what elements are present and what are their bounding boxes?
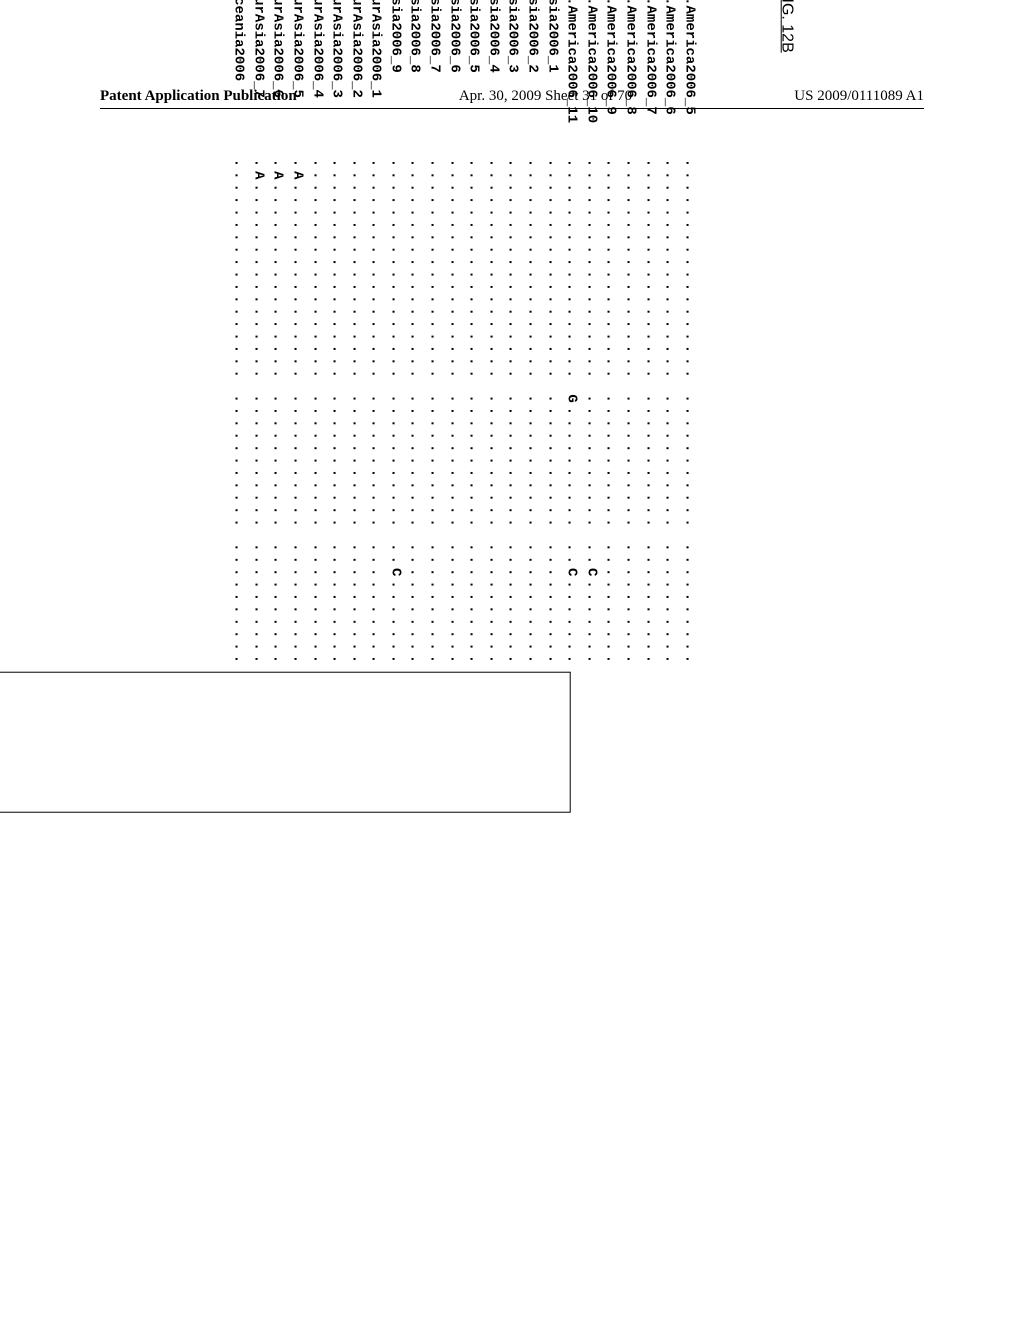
sequence-data: .................. ........... .........… <box>522 159 542 667</box>
sequence-label: Asia2006_1 <box>542 0 562 159</box>
sequence-label: S.America2006_7 <box>640 0 660 159</box>
alignment-row: EurAsia2006_1.................. ........… <box>365 0 385 969</box>
sequence-data: .................. ........... .........… <box>405 159 425 667</box>
figure-label-prefix: FIG. <box>779 0 796 20</box>
alignment-row: S.America2006_7.................. ......… <box>640 0 660 969</box>
alignment-row: Asia2006_2.................. ...........… <box>522 0 542 969</box>
alignment-row: S.America2006_10.................. .....… <box>581 0 601 969</box>
sequence-label: Asia2006_3 <box>503 0 523 159</box>
sequence-label: EurAsia2006_4 <box>307 0 327 159</box>
sequence-data: .................. ........... .........… <box>542 159 562 667</box>
sequence-data: .................. ........... .........… <box>601 159 621 667</box>
figure-content: FIG. 12B S.America2006_5................… <box>228 0 795 969</box>
sequence-label: EurAsia2006_1 <box>365 0 385 159</box>
alignment-row: S.America2006_9.................. ......… <box>601 0 621 969</box>
alignment-row: Asia2006_9.................. ...........… <box>385 0 405 969</box>
sequence-label: S.America2006_8 <box>620 0 640 159</box>
alignment-row: EurAsia2006_3.................. ........… <box>326 0 346 969</box>
sequence-label: S.America2006_10 <box>581 0 601 159</box>
alignment-row: EurAsia2006_4.................. ........… <box>307 0 327 969</box>
sequence-data: .................. ........... .........… <box>659 159 679 667</box>
sequence-data: .................. ........... .........… <box>326 159 346 667</box>
alignment-row: Oceania2006.................. ..........… <box>228 0 248 969</box>
alignment-row: Asia2006_1.................. ...........… <box>542 0 562 969</box>
sequence-data: .................. ........... .........… <box>228 159 248 667</box>
sequence-label: Asia2006_7 <box>424 0 444 159</box>
sequence-label: S.America2006_11 <box>561 0 581 159</box>
sequence-data: .................. ........... .........… <box>365 159 385 667</box>
sequence-data: .................. ........... .........… <box>679 159 699 667</box>
alignment-row: S.America2006_5.................. ......… <box>679 0 699 969</box>
alignment-row: Asia2006_4.................. ...........… <box>483 0 503 969</box>
sequence-data: .................. ........... ..C......… <box>581 159 601 667</box>
sequence-data: .A................ ........... .........… <box>248 159 268 667</box>
alignment-row: Asia2006_8.................. ...........… <box>405 0 425 969</box>
sequence-label: EurAsia2006_5 <box>287 0 307 159</box>
sequence-label: EurAsia2006_2 <box>346 0 366 159</box>
figure-label-number: 12B <box>779 20 796 53</box>
sequence-label: Asia2006_2 <box>522 0 542 159</box>
sequence-data: .................. ........... .........… <box>503 159 523 667</box>
sequence-label: Asia2006_8 <box>405 0 425 159</box>
sequence-data: .................. ........... .........… <box>463 159 483 667</box>
sequence-data: .................. ........... .........… <box>444 159 464 667</box>
alignment-row: S.America2006_11.................. G....… <box>561 0 581 969</box>
sequence-label: Asia2006_5 <box>463 0 483 159</box>
sequence-data: .................. G.......... ..C......… <box>561 159 581 667</box>
alignment-row: Asia2006_5.................. ...........… <box>463 0 483 969</box>
sequence-label: S.America2006_6 <box>659 0 679 159</box>
sequence-data: .................. ........... ..C......… <box>385 159 405 667</box>
header-publication-number: US 2009/0111089 A1 <box>794 88 924 105</box>
sequence-data: .A................ ........... .........… <box>287 159 307 667</box>
sequence-data: .................. ........... .........… <box>483 159 503 667</box>
alignment-row: Asia2006_6.................. ...........… <box>444 0 464 969</box>
sequence-data: .................. ........... .........… <box>424 159 444 667</box>
alignment-row: EurAsia2006_6.A................ ........… <box>267 0 287 969</box>
alignment-row: Asia2006_3.................. ...........… <box>503 0 523 969</box>
sequence-alignment: S.America2006_5.................. ......… <box>228 0 737 969</box>
sequence-data: .................. ........... .........… <box>620 159 640 667</box>
sequence-data: .................. ........... .........… <box>307 159 327 667</box>
alignment-row: EurAsia2006_2.................. ........… <box>346 0 366 969</box>
alignment-row: EurAsia2006_5.A................ ........… <box>287 0 307 969</box>
sequence-label: EurAsia2006_7 <box>248 0 268 159</box>
figure-label: FIG. 12B <box>778 0 796 969</box>
alignment-row: S.America2006_6.................. ......… <box>659 0 679 969</box>
sequence-label: S.America2006_9 <box>601 0 621 159</box>
sequence-data: .A................ ........... .........… <box>267 159 287 667</box>
sequence-label: Oceania2006 <box>228 0 248 159</box>
sequence-data: .................. ........... .........… <box>640 159 660 667</box>
sequence-label: Asia2006_9 <box>385 0 405 159</box>
sequence-label: Asia2006_4 <box>483 0 503 159</box>
alignment-row: Asia2006_7.................. ...........… <box>424 0 444 969</box>
sequence-label: S.America2006_5 <box>679 0 699 159</box>
alignment-row: EurAsia2006_7.A................ ........… <box>248 0 268 969</box>
alignment-row: S.America2006_8.................. ......… <box>620 0 640 969</box>
sequence-label: EurAsia2006_6 <box>267 0 287 159</box>
sequence-label: Asia2006_6 <box>444 0 464 159</box>
sequence-label: EurAsia2006_3 <box>326 0 346 159</box>
sequence-data: .................. ........... .........… <box>346 159 366 667</box>
